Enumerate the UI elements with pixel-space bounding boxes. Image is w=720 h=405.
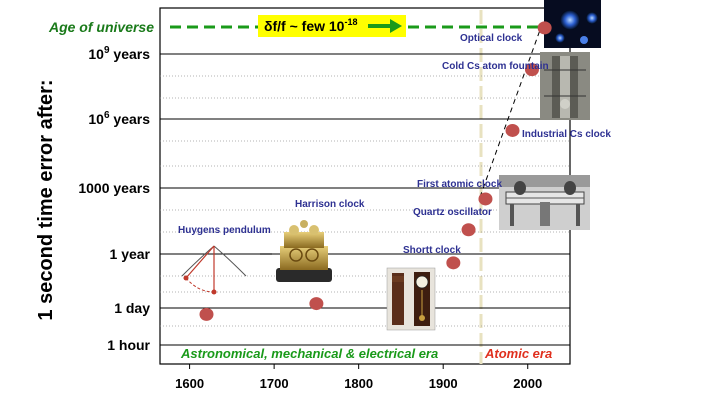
y-axis-title: 1 second time error after: [35,79,57,320]
era-label-astronomical: Astronomical, mechanical & electrical er… [180,346,438,361]
x-tick-label: 2000 [513,376,542,391]
label-cold-cs-fountain: Cold Cs atom fountain [442,61,549,72]
x-tick-label: 1700 [260,376,289,391]
y-label-age-of-universe: Age of universe [48,19,154,35]
data-point [537,21,552,35]
y-tick-label: 109 years [88,45,150,62]
x-tick-label: 1800 [344,376,373,391]
era-label-atomic: Atomic era [484,346,552,361]
data-point [524,63,539,77]
data-point [199,307,214,321]
label-optical-clock: Optical clock [460,33,523,44]
data-point [461,223,476,237]
x-tick-label: 1600 [175,376,204,391]
harrison-clock-illustration [276,220,332,282]
first-atomic-clock-illustration [499,175,590,230]
data-point [478,192,493,206]
label-industrial-cs-clock: Industrial Cs clock [522,129,611,140]
target-arrow-icon [368,19,402,33]
huygens-pendulum-sketch [181,245,247,295]
y-tick-label: 1000 years [78,180,150,196]
x-tick-label: 1900 [429,376,458,391]
data-point [309,297,324,311]
label-quartz-oscillator: Quartz oscillator [413,207,492,218]
y-tick-label: 1 hour [107,337,150,353]
atomic-trend-line [479,29,541,198]
cs-fountain-illustration [540,52,590,120]
target-box [258,15,406,37]
optical-clock-illustration [544,0,601,48]
label-huygens-pendulum: Huygens pendulum [178,225,271,236]
label-first-atomic-clock: First atomic clock [417,179,502,190]
data-point [505,123,520,137]
y-tick-label: 1 year [110,246,151,262]
label-shortt-clock: Shortt clock [403,245,461,256]
label-harrison-clock: Harrison clock [295,199,365,210]
y-tick-label: 106 years [88,110,150,127]
y-tick-label: 1 day [114,300,150,316]
data-point [446,256,461,270]
shortt-clock-illustration [386,267,436,331]
target-label: δf/f ~ few 10-18 [264,17,357,34]
